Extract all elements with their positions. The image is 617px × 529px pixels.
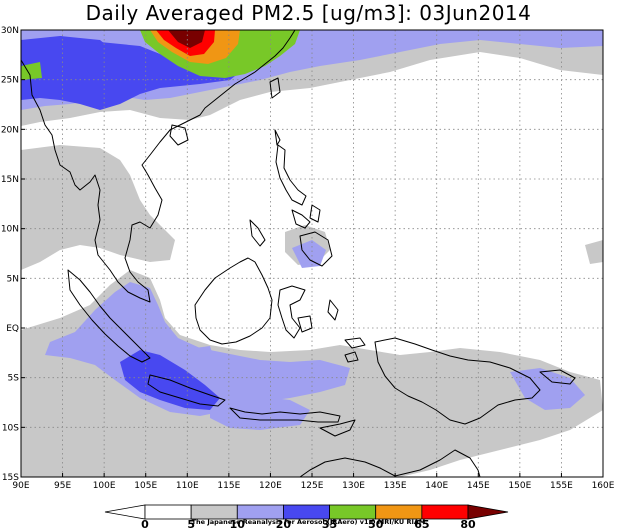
- colorbar-swatch: [144, 504, 192, 520]
- coastline-borneo: [194, 257, 273, 345]
- lat-tick-label: 20N: [1, 125, 19, 135]
- colorbar-low-triangle: [104, 504, 146, 520]
- colorbar-swatch: [329, 504, 377, 520]
- colorbar-label: 35: [322, 518, 337, 529]
- lat-tick-label: 10S: [2, 423, 19, 433]
- coastline-philippines-north: [274, 129, 281, 146]
- colorbar-swatch: [190, 504, 238, 520]
- colorbar-swatch: [375, 504, 423, 520]
- lon-tick-label: 95E: [54, 481, 71, 491]
- coastline-taiwan: [269, 77, 281, 99]
- colorbar-legend: 0 5 10 20 35 50 65 80: [104, 504, 509, 529]
- pm25-area-islands-lightblue: [180, 346, 215, 364]
- lat-tick-label: 25N: [1, 76, 19, 86]
- lon-tick-label: 160E: [592, 481, 615, 491]
- lon-tick-label: 125E: [301, 481, 324, 491]
- colorbar-swatch: [236, 504, 284, 520]
- lon-tick-label: 130E: [342, 481, 365, 491]
- colorbar-label: 65: [414, 518, 429, 529]
- lat-tick-label: 30N: [1, 26, 19, 36]
- coastline-java: [147, 374, 226, 407]
- coastline-palawan: [249, 219, 266, 247]
- lon-tick-label: 100E: [93, 481, 116, 491]
- coastline-sumatra: [67, 269, 151, 363]
- colorbar-swatch: [421, 504, 469, 520]
- pm25-area-darkred: [168, 30, 205, 48]
- lon-tick-label: 155E: [550, 481, 573, 491]
- coastline-new-britain: [539, 369, 576, 385]
- colorbar-label: 50: [368, 518, 384, 529]
- coastline-mindanao: [299, 231, 333, 267]
- lon-tick-label: 110E: [176, 481, 199, 491]
- latitude-axis: 30N 25N 20N 15N 10N 5N EQ 5S 10S 15S: [1, 26, 25, 483]
- longitude-axis: 90E 95E 100E 105E 110E 115E 120E 125E 130E 135E 14…: [12, 473, 615, 491]
- lat-tick-label: 5S: [8, 374, 20, 384]
- lon-tick-label: 140E: [425, 481, 448, 491]
- lon-tick-label: 115E: [217, 481, 240, 491]
- colorbar-swatch: [283, 504, 330, 520]
- coastline-sulawesi: [277, 285, 313, 339]
- pm25-area-east-lightblue: [510, 368, 585, 410]
- lon-tick-label: 120E: [259, 481, 282, 491]
- coastline-new-guinea: [374, 337, 541, 425]
- coastline-nusa-tenggara: [229, 407, 341, 423]
- lon-tick-label: 150E: [508, 481, 531, 491]
- coastline-visayas: [291, 204, 321, 229]
- lat-tick-label: 15S: [2, 473, 19, 483]
- coastline-hainan: [169, 124, 189, 146]
- colorbar-high-triangle: [467, 504, 509, 520]
- pm25-area-west-green: [21, 62, 42, 80]
- colorbar-label: 80: [460, 518, 476, 529]
- coastline-luzon: [275, 144, 307, 206]
- coastline-timor: [319, 419, 356, 437]
- coastline-mainland-asia: [21, 30, 296, 303]
- colorbar-label: 5: [187, 518, 195, 529]
- colorbar-label: 10: [230, 518, 246, 529]
- pm25-area-mindanao-lightblue: [292, 240, 326, 268]
- coastline-maluku: [327, 299, 366, 363]
- lon-tick-label: 145E: [467, 481, 490, 491]
- lon-tick-label: 135E: [384, 481, 407, 491]
- map-title: Daily Averaged PM2.5 [ug/m3]: 03Jun2014: [85, 1, 532, 25]
- lon-tick-label: 90E: [12, 481, 29, 491]
- lon-tick-label: 105E: [134, 481, 157, 491]
- data-credit: The Japanese Reanalysis for Aerosol (JRA…: [191, 518, 426, 526]
- lat-tick-label: 10N: [1, 225, 19, 235]
- pm25-area-bay-gray: [21, 190, 45, 240]
- lat-tick-label: 5N: [7, 274, 19, 284]
- pm25-area-east-gray: [585, 240, 603, 264]
- colorbar-label: 20: [276, 518, 292, 529]
- coastlines: [21, 30, 576, 477]
- lat-tick-label: 15N: [1, 175, 19, 185]
- lat-tick-label: EQ: [6, 324, 19, 334]
- pm25-area-south-lightblue: [210, 395, 310, 430]
- colorbar-label: 0: [141, 518, 149, 529]
